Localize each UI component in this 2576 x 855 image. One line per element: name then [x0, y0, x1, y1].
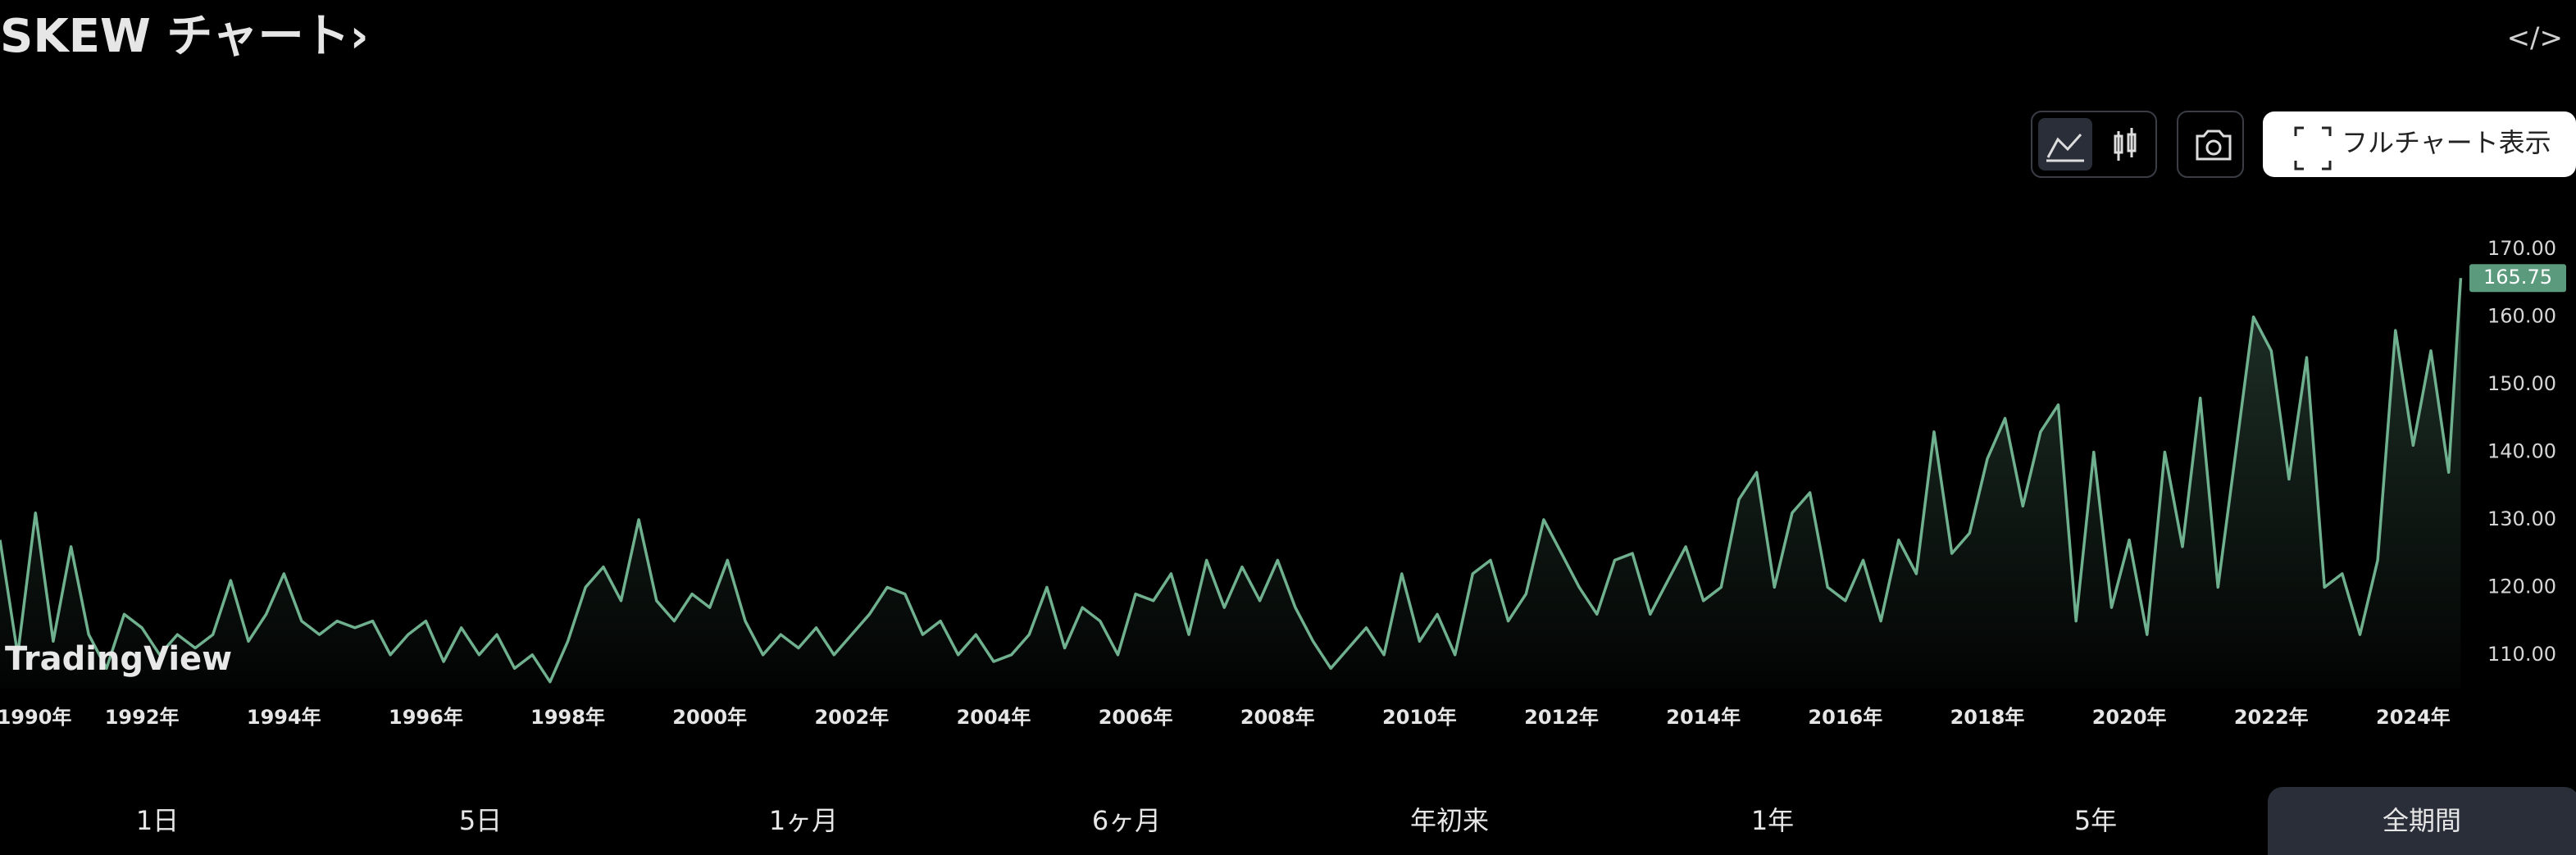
area-fill — [0, 278, 2461, 689]
x-tick-label: 2004年 — [957, 706, 1031, 729]
snapshot-button[interactable] — [2177, 111, 2244, 178]
candle-icon[interactable] — [2114, 128, 2137, 161]
range-bar: 1日 5日 1ヶ月 6ヶ月 年初来 1年 5年 全期間 — [136, 787, 2576, 855]
range-button[interactable]: 5日 — [459, 805, 502, 836]
x-tick-label: 2024年 — [2376, 706, 2451, 729]
range-button[interactable]: 全期間 — [2383, 805, 2461, 836]
plot-area: 110.00 120.00 130.00 140.00 150.00 160.00 170.… — [0, 237, 2566, 729]
x-tick-label: 2008年 — [1240, 706, 1315, 729]
y-tick-label: 140.00 — [2487, 440, 2556, 463]
y-tick-label: 120.00 — [2487, 575, 2556, 598]
line — [0, 278, 2463, 684]
y-tick-label: 110.00 — [2487, 643, 2556, 666]
embed-icon[interactable]: </> — [2507, 22, 2563, 55]
range-button[interactable]: 6ヶ月 — [1092, 805, 1161, 836]
x-tick-label: 2016年 — [1808, 706, 1882, 729]
x-tick-label: 1994年 — [247, 706, 321, 729]
camera-lens — [2205, 139, 2222, 156]
y-tick-label: 160.00 — [2487, 305, 2556, 328]
x-tick-label: 1990年 — [0, 706, 71, 729]
x-tick-label: 1992年 — [105, 706, 180, 729]
x-tick-label: 2002年 — [814, 706, 889, 729]
range-button[interactable]: 1日 — [136, 805, 179, 836]
area-icon — [2046, 134, 2084, 162]
range-button[interactable]: 1年 — [1751, 805, 1794, 836]
y-tick-label: 170.00 — [2487, 237, 2556, 260]
watermark: TradingView — [5, 640, 232, 678]
x-tick-label: 2014年 — [1666, 706, 1741, 729]
range-button[interactable]: 1ヶ月 — [769, 805, 838, 836]
x-tick-label: 2010年 — [1382, 706, 1457, 729]
x-tick-label: 1998年 — [530, 706, 605, 729]
last-value-label: 165.75 — [2483, 266, 2552, 289]
x-tick-label: 2020年 — [2092, 706, 2167, 729]
camera-icon — [2196, 130, 2232, 161]
y-tick-label: 130.00 — [2487, 507, 2556, 530]
full-chart-label[interactable]: フルチャート表示 — [2342, 127, 2551, 158]
chart-title: SKEW チャート› — [0, 10, 369, 63]
range-selected-bg[interactable] — [2268, 787, 2576, 855]
y-tick-label: 150.00 — [2487, 372, 2556, 395]
x-tick-label: 2022年 — [2234, 706, 2309, 729]
x-tick-label: 2012年 — [1524, 706, 1599, 729]
fullscreen-icon — [2294, 126, 2332, 171]
area-style-button[interactable] — [2038, 118, 2092, 171]
full-chart-button[interactable] — [2263, 111, 2576, 177]
x-tick-label: 2006年 — [1099, 706, 1173, 729]
x-tick-label: 1996年 — [389, 706, 463, 729]
x-tick-label: 2000年 — [672, 706, 747, 729]
range-button[interactable]: 年初来 — [1410, 805, 1489, 836]
x-tick-label: 2018年 — [1950, 706, 2025, 729]
range-button[interactable]: 5年 — [2074, 805, 2117, 836]
last-value-box — [2469, 264, 2566, 293]
chart-style-toggle[interactable] — [2031, 111, 2157, 178]
